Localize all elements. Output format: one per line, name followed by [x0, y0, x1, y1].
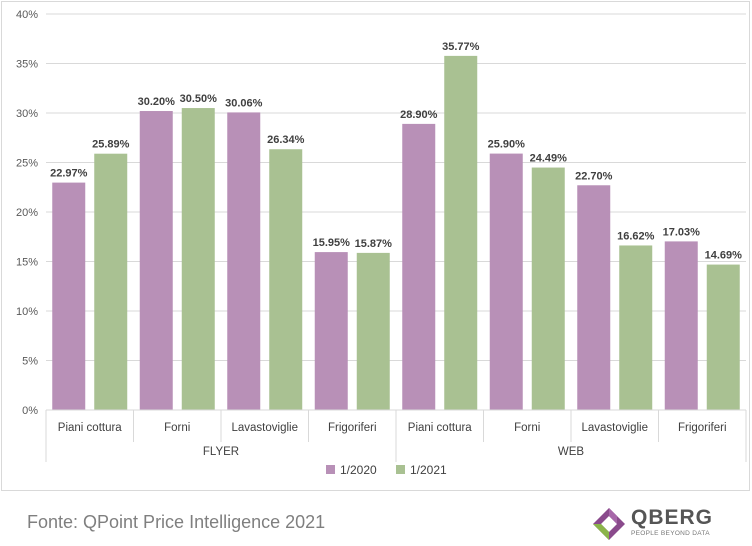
y-tick-label: 0% — [22, 405, 38, 417]
x-group-label: FLYER — [203, 446, 239, 458]
data-label: 14.69% — [705, 250, 743, 262]
y-tick-label: 20% — [16, 207, 38, 219]
data-label: 30.06% — [225, 97, 263, 109]
legend: 1/2020 1/2021 — [326, 463, 447, 477]
bar — [402, 123, 436, 410]
data-label: 24.49% — [530, 153, 568, 165]
bar — [94, 153, 128, 410]
data-label: 26.34% — [267, 134, 305, 146]
axis-layer: 0% 5% 10% 15% 20% 25% 30% 35% 40% Piani cottura Fo… — [16, 9, 747, 462]
bar — [444, 55, 478, 410]
data-label: 16.62% — [617, 230, 655, 242]
bar — [52, 182, 86, 410]
data-label: 15.95% — [313, 237, 351, 249]
data-label: 30.50% — [180, 93, 218, 105]
bar — [181, 108, 215, 411]
y-tick-label: 35% — [16, 59, 38, 71]
bar — [269, 149, 303, 410]
bar — [664, 241, 698, 410]
bar — [314, 252, 348, 410]
y-tick-label: 40% — [16, 9, 38, 21]
bar — [227, 112, 261, 410]
x-category-label: Forni — [164, 422, 190, 434]
data-label: 15.87% — [355, 238, 393, 250]
x-category-label: Piani cottura — [58, 422, 123, 434]
y-tick-label: 15% — [16, 257, 38, 269]
bar-chart: 22.97% 30.20% 30.06% 15.95% 28.90% 25.90% 22.7… — [16, 9, 747, 477]
x-category-label: Frigoriferi — [328, 422, 377, 434]
bars-layer — [52, 55, 740, 411]
x-category-label: Lavastoviglie — [232, 422, 298, 434]
legend-swatch — [396, 465, 405, 474]
chart-frame: 22.97% 30.20% 30.06% 15.95% 28.90% 25.90% 22.7… — [1, 1, 750, 491]
bar — [706, 264, 740, 410]
data-labels-layer: 22.97% 30.20% 30.06% 15.95% 28.90% 25.90% 22.7… — [50, 41, 742, 262]
data-label: 35.77% — [442, 41, 480, 53]
data-label: 30.20% — [138, 96, 176, 108]
x-category-label: Lavastoviglie — [582, 422, 648, 434]
x-group-label: WEB — [558, 446, 585, 458]
data-label: 17.03% — [663, 226, 701, 238]
data-label: 25.90% — [488, 139, 526, 151]
bar — [577, 185, 611, 410]
y-tick-label: 5% — [22, 356, 38, 368]
bar — [356, 252, 390, 410]
data-label: 25.89% — [92, 139, 130, 151]
data-label: 22.70% — [575, 170, 613, 182]
x-category-label: Forni — [514, 422, 540, 434]
legend-swatch — [326, 465, 335, 474]
legend-label: 1/2021 — [410, 463, 447, 477]
y-tick-label: 10% — [16, 306, 38, 318]
legend-label: 1/2020 — [340, 463, 377, 477]
bar — [139, 111, 173, 411]
data-label: 22.97% — [50, 168, 88, 180]
logo-wordmark: QBERG — [631, 506, 714, 529]
bar — [619, 245, 653, 410]
logo-tagline: PEOPLE BEYOND DATA — [631, 530, 710, 537]
y-tick-label: 30% — [16, 108, 38, 120]
data-label: 28.90% — [400, 109, 438, 121]
qberg-logo: QBERG PEOPLE BEYOND DATA — [591, 505, 731, 543]
x-category-label: Piani cottura — [408, 422, 473, 434]
qberg-logo-icon — [593, 508, 625, 540]
x-category-label: Frigoriferi — [678, 422, 727, 434]
source-caption: Fonte: QPoint Price Intelligence 2021 — [27, 512, 326, 532]
y-tick-label: 25% — [16, 158, 38, 170]
bar — [531, 167, 565, 410]
bar — [489, 153, 523, 410]
